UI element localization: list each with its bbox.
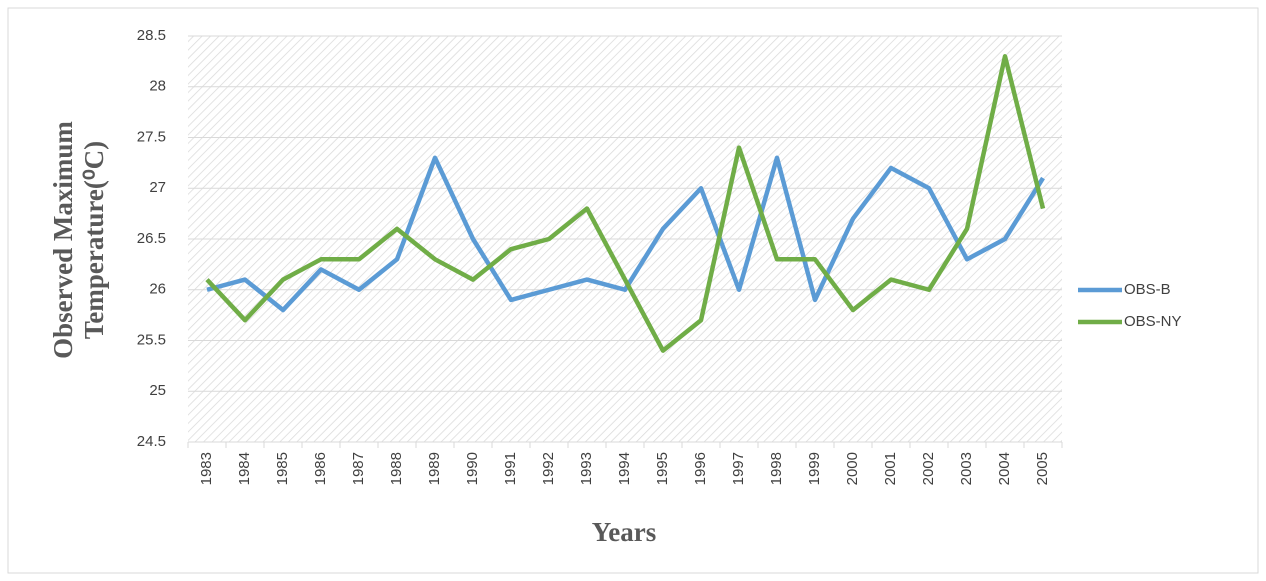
y-tick-label: 27	[149, 179, 166, 196]
x-tick-label: 1999	[806, 452, 823, 485]
x-tick-label: 1998	[768, 452, 785, 485]
x-tick-label: 1984	[236, 452, 253, 485]
y-axis-label: Temperature(⁰C)	[79, 141, 109, 339]
x-tick-label: 1996	[692, 452, 709, 485]
legend-label: OBS-NY	[1124, 313, 1182, 330]
x-tick-label: 2002	[920, 452, 937, 485]
x-tick-label: 2001	[882, 452, 899, 485]
x-tick-label: 1991	[502, 452, 519, 485]
x-tick-label: 1994	[616, 452, 633, 485]
y-tick-label: 28.5	[137, 27, 166, 44]
x-tick-label: 1983	[198, 452, 215, 485]
x-tick-label: 2003	[958, 452, 975, 485]
x-tick-label: 1995	[654, 452, 671, 485]
x-tick-label: 1986	[312, 452, 329, 485]
x-axis-label: Years	[592, 517, 656, 547]
series-line	[205, 54, 1046, 353]
y-tick-label: 25	[149, 382, 166, 399]
y-tick-label: 26	[149, 281, 166, 298]
x-tick-label: 1997	[730, 452, 747, 485]
x-tick-label: 1992	[540, 452, 557, 485]
y-tick-label: 27.5	[137, 128, 166, 145]
x-tick-label: 1988	[388, 452, 405, 485]
x-tick-label: 1989	[426, 452, 443, 485]
y-tick-label: 26.5	[137, 230, 166, 247]
x-tick-label: 1990	[464, 452, 481, 485]
x-tick-label: 2000	[844, 452, 861, 485]
series-line	[206, 155, 1045, 313]
x-tick-label: 1993	[578, 452, 595, 485]
legend-label: OBS-B	[1124, 281, 1171, 298]
y-tick-label: 28	[149, 78, 166, 95]
x-tick-label: 1987	[350, 452, 367, 485]
x-tick-label: 1985	[274, 452, 291, 485]
y-tick-label: 25.5	[137, 331, 166, 348]
y-tick-label: 24.5	[137, 433, 166, 450]
x-tick-label: 2005	[1034, 452, 1051, 485]
x-tick-label: 2004	[996, 452, 1013, 485]
y-axis-label: Observed Maximum	[48, 121, 78, 359]
